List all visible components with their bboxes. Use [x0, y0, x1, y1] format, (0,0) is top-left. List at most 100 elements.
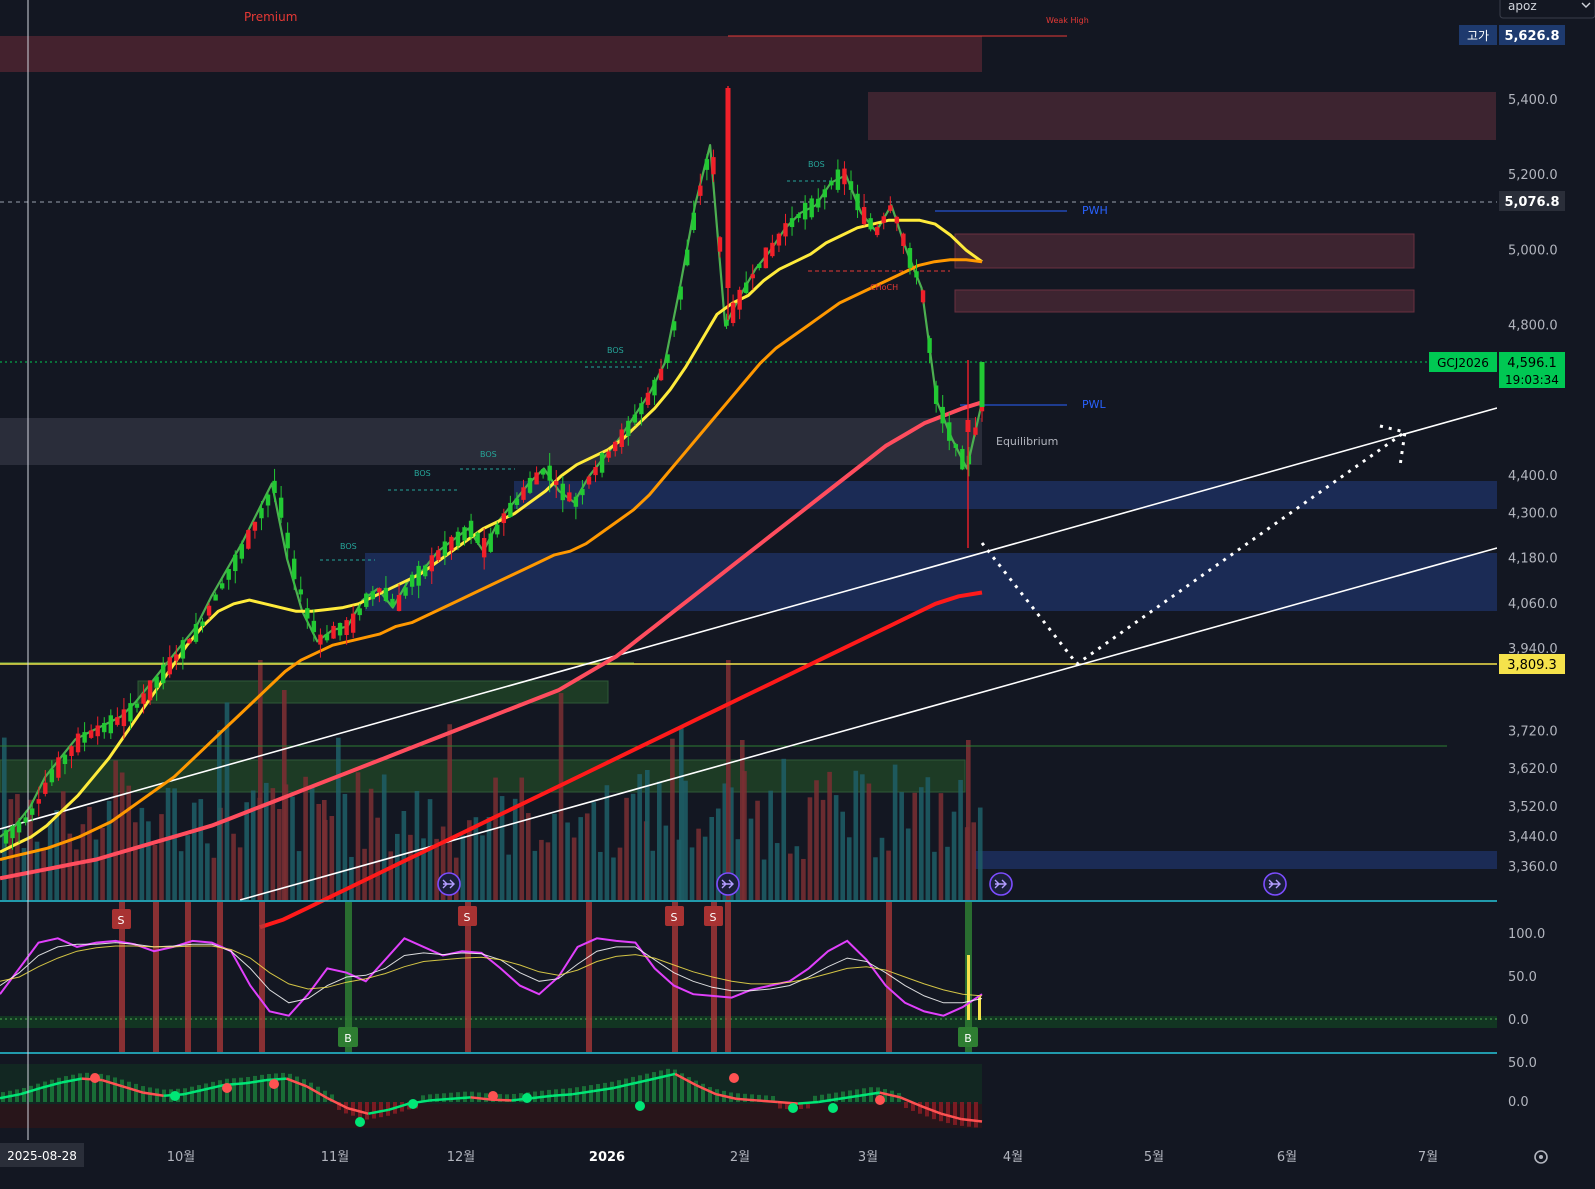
volume-bar [54, 810, 59, 900]
momentum-segment [245, 1078, 267, 1085]
bear-candle [187, 638, 192, 644]
momentum-bar [960, 1102, 964, 1126]
momentum-bar [134, 1083, 138, 1102]
user-menu[interactable]: apoz [1499, 0, 1595, 19]
bear-candle [350, 613, 356, 633]
bull-candle [239, 544, 245, 559]
bull-candle [560, 483, 565, 501]
bear-candle [141, 693, 146, 704]
momentum-bar [883, 1089, 887, 1102]
volume-bar [702, 836, 708, 900]
momentum-bar [197, 1085, 201, 1102]
volume-bar [781, 758, 787, 900]
volume-bar [670, 738, 675, 900]
momentum-bar [449, 1092, 453, 1102]
momentum-bar [288, 1073, 292, 1102]
momentum-bar [337, 1102, 341, 1110]
momentum-segment [695, 1083, 717, 1096]
volume-bar [663, 825, 669, 900]
momentum-bar [204, 1083, 208, 1102]
event-marker-icon[interactable] [716, 872, 740, 896]
bear-candle [481, 538, 487, 558]
volume-bar [15, 794, 20, 900]
momentum-bar [211, 1081, 215, 1102]
volume-bar [905, 828, 911, 900]
volume-bar [290, 796, 295, 900]
momentum-bar [22, 1087, 26, 1102]
volume-bar [434, 838, 439, 900]
bull-candle [573, 496, 579, 507]
momentum-bar [638, 1075, 642, 1102]
volume-bar [93, 839, 99, 900]
oscillator-lines [0, 937, 983, 1017]
momentum-bar [918, 1102, 922, 1114]
momentum-segment [122, 1085, 144, 1094]
time-tick-label: 6월 [1277, 1150, 1297, 1165]
price-tick-label: 3,520.0 [1508, 800, 1558, 815]
volume-bar [146, 821, 151, 900]
volume-bar [250, 790, 256, 900]
momentum-segment [183, 1088, 205, 1096]
volume-bar [395, 833, 400, 900]
yellow-level-box [1499, 654, 1565, 674]
oscillator-pane[interactable]: S S S S B B [0, 902, 1497, 1052]
bull-candle [855, 193, 860, 211]
volume-bar [827, 771, 832, 900]
event-marker-icon[interactable] [437, 872, 461, 896]
momentum-bar [113, 1077, 117, 1102]
volume-bar [689, 847, 695, 900]
volume-bar [447, 724, 452, 900]
volume-bar [729, 787, 734, 900]
settings-gear-icon[interactable] [1534, 1150, 1548, 1164]
bear-candle [69, 746, 74, 756]
momentum-segment [470, 1096, 492, 1101]
volume-bar [645, 770, 650, 900]
momentum-bar [827, 1093, 831, 1102]
bull-candle [108, 715, 114, 734]
time-tick-label: 2월 [730, 1150, 750, 1165]
bull-candle [305, 608, 310, 619]
bull-candle [180, 640, 186, 659]
momentum-bar [141, 1086, 145, 1102]
bull-candle [691, 212, 696, 231]
momentum-bar [267, 1073, 271, 1102]
time-axis[interactable]: 2025-08-28 10월 11월 12월 2026 2월 3월 4월 5월 6월 7월 [0, 1140, 1595, 1185]
volume-bar [657, 781, 662, 900]
momentum-segment [143, 1091, 164, 1097]
momentum-cross-dot [408, 1099, 418, 1109]
volume-bar [499, 796, 505, 900]
bear-candle [429, 555, 434, 572]
price-axis[interactable]: 5,400.0 5,200.0 5,000.0 4,800.0 4,400.0 4,300… [1497, 0, 1595, 1140]
volume-bar [8, 799, 14, 900]
bear-candle [770, 242, 775, 257]
momentum-pane[interactable] [0, 1064, 983, 1128]
bull-candle [809, 198, 814, 218]
momentum-bar [435, 1093, 439, 1102]
bull-candle [547, 465, 552, 481]
bull-candle [298, 589, 303, 595]
user-menu-box[interactable] [1499, 0, 1595, 19]
volume-bar [545, 842, 551, 900]
momentum-cross-dot [729, 1073, 739, 1083]
last-price-box [1499, 352, 1565, 388]
momentum-bar [36, 1083, 40, 1102]
volume-bar [879, 837, 885, 900]
volume-bar [198, 799, 204, 900]
time-tick-label: 11월 [321, 1150, 350, 1165]
volume-bar [925, 777, 931, 900]
bull-candle [337, 622, 343, 636]
volume-bar [617, 847, 623, 900]
bear-candle [147, 680, 153, 701]
momentum-bar [666, 1068, 670, 1102]
ema-red-line [0, 400, 983, 881]
momentum-bar [687, 1077, 691, 1102]
bear-candle [612, 441, 618, 452]
event-marker-icon[interactable] [989, 872, 1013, 896]
volume-bar [873, 857, 878, 900]
chevron-down-icon[interactable] [1581, 2, 1591, 8]
event-marker-icon[interactable] [1263, 872, 1287, 896]
event-markers[interactable] [437, 872, 1287, 896]
volume-bar [381, 774, 387, 900]
